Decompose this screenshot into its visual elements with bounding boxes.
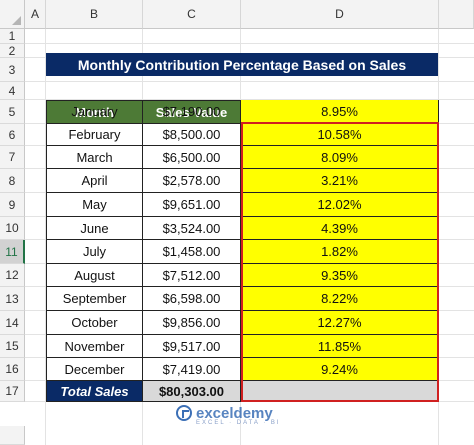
percentage-cell[interactable]: 3.21% <box>241 169 439 193</box>
percentage-cell[interactable]: 10.58% <box>241 124 439 146</box>
row-header-1[interactable]: 1 <box>0 29 25 44</box>
sheet-title[interactable]: Monthly Contribution Percentage Based on… <box>46 53 438 76</box>
sales-value-cell[interactable]: $7,419.00 <box>143 358 241 381</box>
month-cell[interactable]: February <box>46 124 143 146</box>
row-header-18[interactable] <box>0 426 25 445</box>
percentage-cell[interactable]: 8.22% <box>241 287 439 311</box>
total-sales-value[interactable]: $80,303.00 <box>143 381 241 402</box>
month-cell[interactable]: October <box>46 311 143 335</box>
total-sales-label[interactable]: Total Sales <box>46 381 143 402</box>
column-header-a[interactable]: A <box>25 0 46 29</box>
row-header-11[interactable]: 11 <box>0 240 25 264</box>
row-header-3[interactable]: 3 <box>0 58 25 82</box>
gridline-col <box>45 29 46 445</box>
percentage-cell[interactable]: 4.39% <box>241 217 439 240</box>
column-header-e[interactable] <box>439 0 474 29</box>
column-header-d[interactable]: D <box>241 0 439 29</box>
sales-value-cell[interactable]: $3,524.00 <box>143 217 241 240</box>
row-header-4[interactable]: 4 <box>0 82 25 100</box>
percentage-cell[interactable]: 11.85% <box>241 335 439 358</box>
sales-value-cell[interactable]: $2,578.00 <box>143 169 241 193</box>
watermark-brand: exceldemy <box>196 404 273 422</box>
row-header-15[interactable]: 15 <box>0 335 25 358</box>
month-cell[interactable]: June <box>46 217 143 240</box>
row-header-8[interactable]: 8 <box>0 169 25 193</box>
gridline-row <box>25 43 474 44</box>
month-cell[interactable]: May <box>46 193 143 217</box>
percentage-cell[interactable]: 12.27% <box>241 311 439 335</box>
sales-value-cell[interactable]: $9,517.00 <box>143 335 241 358</box>
sales-value-cell[interactable]: $9,856.00 <box>143 311 241 335</box>
sales-value-cell[interactable]: $6,500.00 <box>143 146 241 169</box>
month-cell[interactable]: December <box>46 358 143 381</box>
row-header-6[interactable]: 6 <box>0 124 25 146</box>
row-header-14[interactable]: 14 <box>0 311 25 335</box>
exceldemy-logo-icon <box>176 405 192 421</box>
row-header-17[interactable]: 17 <box>0 381 25 402</box>
gridline-row <box>25 81 474 82</box>
row-header-13[interactable]: 13 <box>0 287 25 311</box>
month-cell[interactable]: September <box>46 287 143 311</box>
percentage-cell[interactable]: 8.95% <box>241 100 439 124</box>
month-cell[interactable]: August <box>46 264 143 287</box>
gridline-row <box>25 99 474 100</box>
sales-value-cell[interactable]: $8,500.00 <box>143 124 241 146</box>
row-header-12[interactable]: 12 <box>0 264 25 287</box>
sales-value-cell[interactable]: $7,512.00 <box>143 264 241 287</box>
total-empty-cell[interactable] <box>241 381 439 402</box>
row-header-10[interactable]: 10 <box>0 217 25 240</box>
sales-value-cell[interactable]: $6,598.00 <box>143 287 241 311</box>
percentage-cell[interactable]: 12.02% <box>241 193 439 217</box>
month-cell[interactable]: January <box>46 100 143 124</box>
sales-value-cell[interactable]: $7,190.00 <box>143 100 241 124</box>
row-header-7[interactable]: 7 <box>0 146 25 169</box>
row-header-9[interactable]: 9 <box>0 193 25 217</box>
row-header-5[interactable]: 5 <box>0 100 25 124</box>
percentage-cell[interactable]: 9.35% <box>241 264 439 287</box>
sales-value-cell[interactable]: $9,651.00 <box>143 193 241 217</box>
select-all-corner[interactable] <box>0 0 25 29</box>
column-header-b[interactable]: B <box>46 0 143 29</box>
month-cell[interactable]: March <box>46 146 143 169</box>
percentage-cell[interactable]: 1.82% <box>241 240 439 264</box>
percentage-cell[interactable]: 8.09% <box>241 146 439 169</box>
watermark-subtitle: EXCEL · DATA · BI <box>196 420 281 426</box>
month-cell[interactable]: April <box>46 169 143 193</box>
month-cell[interactable]: July <box>46 240 143 264</box>
column-header-c[interactable]: C <box>143 0 241 29</box>
percentage-cell[interactable]: 9.24% <box>241 358 439 381</box>
month-cell[interactable]: November <box>46 335 143 358</box>
watermark-logo: exceldemy EXCEL · DATA · BI <box>176 401 279 426</box>
table-header-cell[interactable]: Sales Value <box>143 100 241 124</box>
select-all-triangle-icon <box>12 16 21 25</box>
row-header-2[interactable]: 2 <box>0 44 25 58</box>
sales-value-cell[interactable]: $1,458.00 <box>143 240 241 264</box>
row-header-16[interactable]: 16 <box>0 358 25 381</box>
